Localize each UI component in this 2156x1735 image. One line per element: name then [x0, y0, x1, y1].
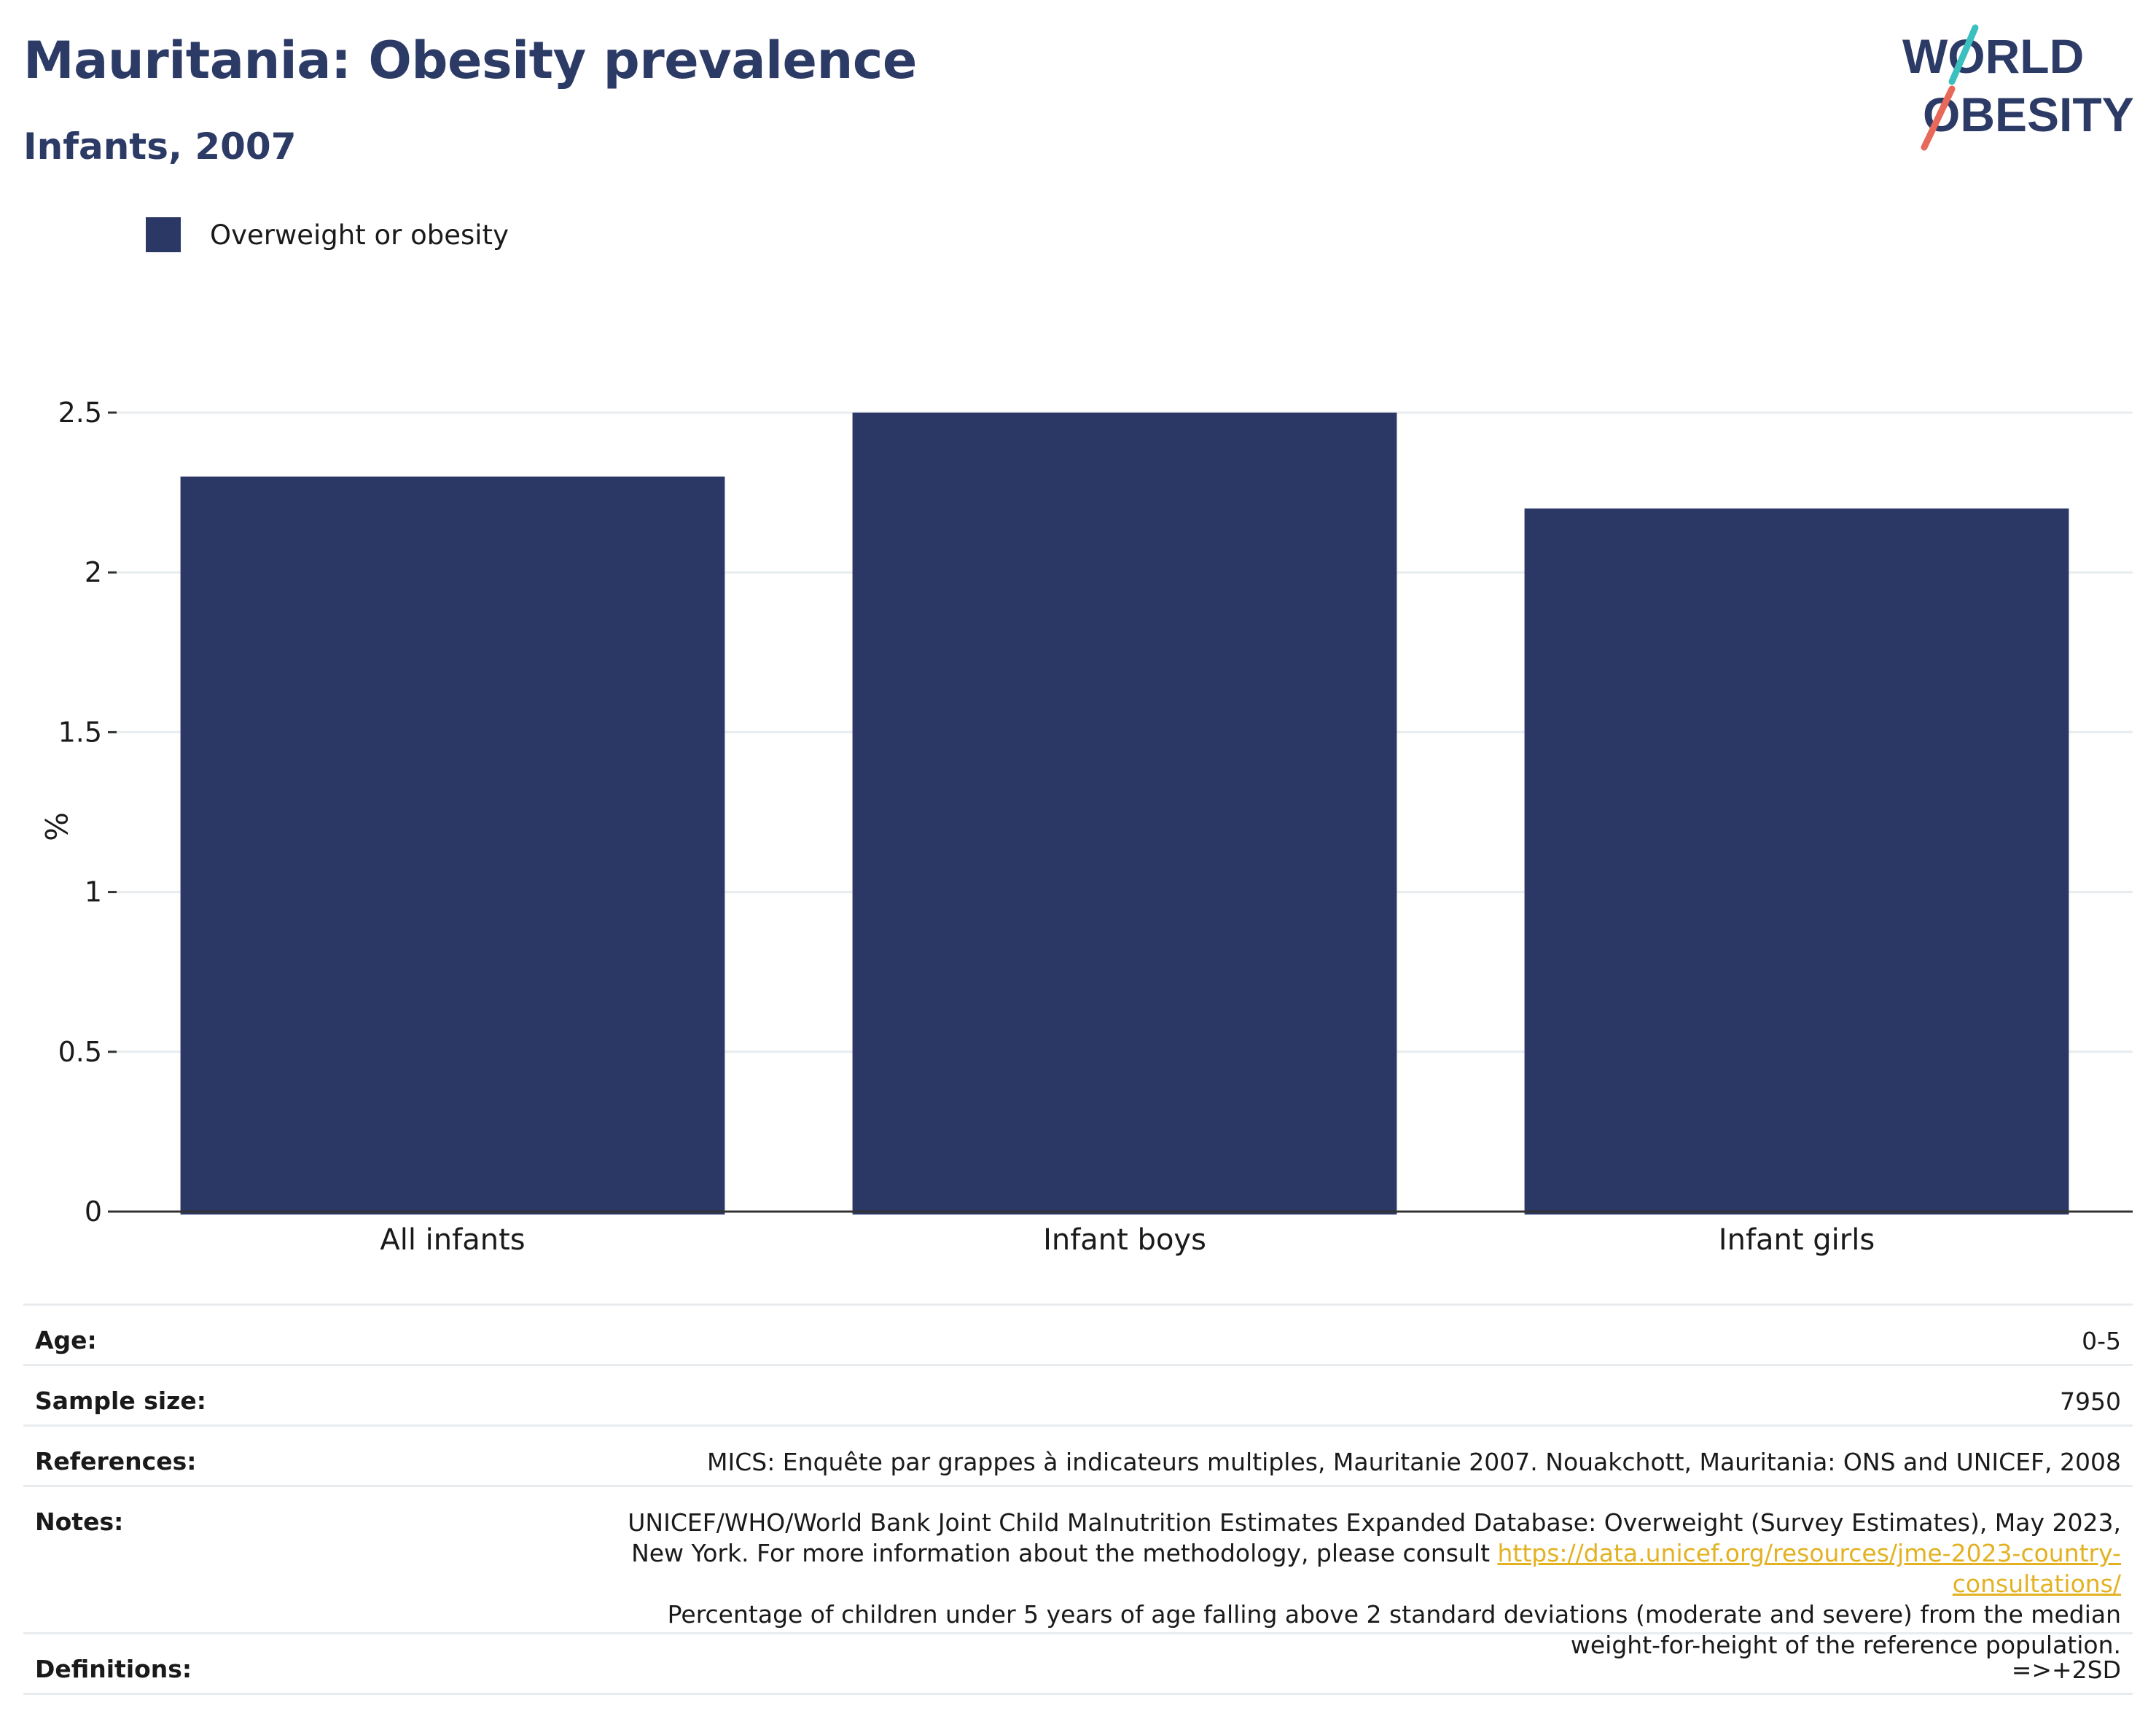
world-obesity-logo: WORLD OBESITY — [1902, 24, 2134, 151]
info-row-sample-size: Sample size: 7950 — [23, 1364, 2133, 1424]
x-tick-label: Infant girls — [1719, 1223, 1875, 1257]
notes-value: UNICEF/WHO/World Bank Joint Child Malnut… — [590, 1487, 2122, 1659]
sample-size-value: 7950 — [2060, 1387, 2121, 1416]
legend[interactable]: Overweight or obesity — [146, 217, 509, 252]
references-label: References: — [35, 1447, 197, 1475]
sample-size-label: Sample size: — [35, 1387, 206, 1415]
legend-swatch — [146, 217, 181, 252]
age-label: Age: — [35, 1326, 97, 1354]
info-row-definitions: Definitions: =>+2SD — [23, 1632, 2133, 1695]
definitions-value: =>+2SD — [2011, 1656, 2121, 1684]
info-row-age: Age: 0-5 — [23, 1303, 2133, 1364]
chart-subtitle: Infants, 2007 — [23, 125, 297, 168]
chart-title: Mauritania: Obesity prevalence — [23, 31, 917, 90]
y-tick-label: 0 — [85, 1196, 102, 1228]
notes-text: UNICEF/WHO/World Bank Joint Child Malnut… — [628, 1508, 2121, 1567]
y-tick-label: 2 — [85, 556, 102, 588]
logo-slash-top — [1948, 24, 1979, 85]
age-value: 0-5 — [2082, 1327, 2121, 1355]
x-tick-label: All infants — [380, 1223, 525, 1257]
bar-infant-girls — [1524, 508, 2069, 1214]
info-table: Age: 0-5 Sample size: 7950 References: M… — [23, 1303, 2133, 1695]
bar-chart: 0 0.5 1 1.5 2 2.5% All infants Infant boys Infan… — [38, 397, 2133, 1257]
methodology-link[interactable]: https://data.unicef.org/resources/jme-20… — [1497, 1539, 2122, 1598]
x-tick-label: Infant boys — [1043, 1223, 1206, 1257]
y-axis-label: % — [38, 812, 74, 841]
notes-label: Notes: — [35, 1508, 124, 1536]
logo-slash-bottom — [1921, 85, 1956, 151]
legend-label: Overweight or obesity — [210, 219, 509, 251]
y-tick-label: 1.5 — [58, 716, 102, 748]
info-row-notes: Notes: UNICEF/WHO/World Bank Joint Child… — [23, 1485, 2133, 1659]
logo-line2: OBESITY — [1923, 87, 2134, 141]
y-tick-label: 2.5 — [58, 397, 102, 429]
references-value: MICS: Enquête par grappes à indicateurs … — [707, 1448, 2121, 1476]
bar-infant-boys — [852, 413, 1397, 1214]
y-tick-label: 1 — [85, 876, 102, 908]
logo-line1: WORLD — [1902, 29, 2084, 83]
notes-definition-text: Percentage of children under 5 years of … — [667, 1600, 2121, 1659]
bar-all-infants — [180, 476, 725, 1214]
info-row-references: References: MICS: Enquête par grappes à … — [23, 1424, 2133, 1485]
y-tick-label: 0.5 — [58, 1036, 102, 1068]
definitions-label: Definitions: — [35, 1655, 192, 1683]
